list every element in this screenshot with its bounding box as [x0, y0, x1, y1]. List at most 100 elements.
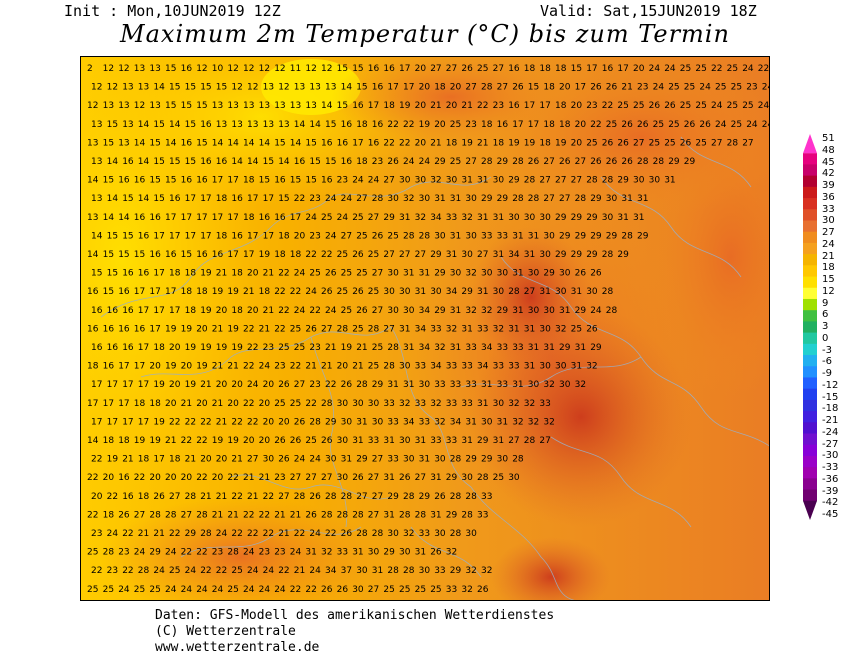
temperature-value: 22: [602, 101, 613, 111]
temperature-value: 32: [430, 399, 441, 409]
temperature-value: 30: [586, 287, 598, 297]
temperature-value: 21: [294, 566, 305, 576]
temperature-value: 18: [539, 138, 551, 148]
temperature-value: 16: [602, 64, 614, 74]
temperature-value: 12: [259, 64, 270, 74]
temperature-value: 20: [216, 455, 228, 465]
temperature-value: 28: [586, 176, 598, 186]
temperature-value: 23: [309, 343, 320, 353]
temperature-value: 24: [263, 566, 275, 576]
temperature-value: 25: [87, 585, 98, 595]
temperature-value: 22: [247, 417, 258, 427]
temperature-value: 30: [356, 566, 368, 576]
temperature-value: 12: [118, 64, 129, 74]
temperature-value: 20: [450, 83, 462, 93]
temperature-value: 25: [321, 213, 332, 223]
legend-label: -33: [822, 462, 839, 473]
temperature-value: 29: [508, 176, 520, 186]
temperature-value: 17: [87, 399, 98, 409]
temperature-value: 23: [309, 231, 320, 241]
temperature-value: 17: [138, 306, 149, 316]
temperature-value: 18: [539, 64, 551, 74]
temperature-value: 25: [87, 548, 98, 558]
temperature-value: 29: [571, 213, 583, 223]
temperature-value: 16: [321, 138, 333, 148]
temperature-value: 26: [321, 436, 333, 446]
temperature-value: 29: [575, 306, 587, 316]
temperature-value: 19: [212, 436, 224, 446]
temperature-values: 2 12 12 13 13 15 16 12 10 12 12 12 12 11 12 12 15 15 16 16 1…: [87, 64, 769, 595]
temperature-value: 22: [196, 436, 207, 446]
temperature-value: 28: [524, 436, 536, 446]
temperature-value: 18: [169, 269, 181, 279]
temperature-value: 25: [383, 585, 394, 595]
temperature-value: 26: [305, 324, 317, 334]
temperature-value: 23: [309, 194, 320, 204]
legend-swatch: [803, 175, 817, 188]
temperature-value: 26: [274, 436, 286, 446]
temperature-value: 13: [122, 83, 133, 93]
temperature-value: 20: [165, 473, 177, 483]
temperature-value: 27: [524, 287, 535, 297]
temperature-value: 30: [419, 380, 431, 390]
temperature-value: 24: [337, 213, 349, 223]
temperature-value: 15: [181, 101, 192, 111]
temperature-value: 17: [165, 213, 176, 223]
temperature-value: 30: [508, 473, 520, 483]
temperature-value: 27: [383, 176, 394, 186]
temperature-value: 17: [247, 194, 258, 204]
temperature-value: 14: [341, 83, 353, 93]
temperature-value: 21: [212, 510, 223, 520]
temperature-value: 15: [305, 138, 316, 148]
temperature-value: 20: [415, 101, 427, 111]
temperature-value: 15: [356, 83, 367, 93]
temperature-value: 15: [185, 83, 196, 93]
temperature-value: 29: [434, 269, 446, 279]
temperature-value: 30: [493, 287, 505, 297]
temperature-value: 18: [446, 138, 458, 148]
temperature-value: 26: [512, 83, 524, 93]
temperature-value: 16: [122, 306, 134, 316]
temperature-value: 21: [216, 417, 227, 427]
temperature-value: 30: [481, 417, 493, 427]
temperature-value: 17: [149, 324, 160, 334]
temperature-value: 25: [290, 399, 301, 409]
color-legend: [803, 134, 817, 520]
temperature-value: 18: [149, 399, 161, 409]
temperature-value: 13: [149, 101, 160, 111]
temperature-value: 20: [263, 380, 275, 390]
temperature-value: 31: [524, 324, 535, 334]
temperature-value: 16: [352, 101, 364, 111]
temperature-value: 25: [368, 250, 379, 260]
temperature-value: 11: [290, 64, 301, 74]
legend-label: -27: [822, 438, 839, 450]
temperature-value: 31: [477, 213, 488, 223]
temperature-value: 27: [134, 510, 145, 520]
temperature-value: 20: [575, 120, 587, 130]
temperature-value: 21: [231, 455, 242, 465]
temperature-value: 12: [107, 83, 118, 93]
temperature-value: 17: [149, 287, 160, 297]
temperature-value: 14: [290, 138, 302, 148]
temperature-value: 32: [465, 306, 476, 316]
temperature-value: 21: [212, 362, 223, 372]
temperature-value: 26: [559, 157, 571, 167]
legend-label: -24: [822, 426, 839, 438]
temperature-value: 14: [153, 83, 165, 93]
temperature-value: 26: [372, 231, 384, 241]
temperature-value: 20: [259, 436, 271, 446]
temperature-value: 28: [383, 362, 395, 372]
temperature-value: 25: [649, 138, 660, 148]
temperature-value: 14: [259, 138, 271, 148]
temperature-value: 16: [118, 324, 130, 334]
temperature-value: 19: [200, 269, 212, 279]
temperature-value: 18: [103, 510, 115, 520]
temperature-value: 18: [103, 436, 115, 446]
temperature-value: 31: [477, 399, 488, 409]
temperature-value: 16: [274, 213, 286, 223]
temperature-value: 21: [181, 399, 192, 409]
temperature-value: 21: [243, 287, 254, 297]
temperature-value: 32: [481, 566, 492, 576]
temperature-value: 19: [259, 250, 271, 260]
temperature-value: 17: [153, 306, 164, 316]
